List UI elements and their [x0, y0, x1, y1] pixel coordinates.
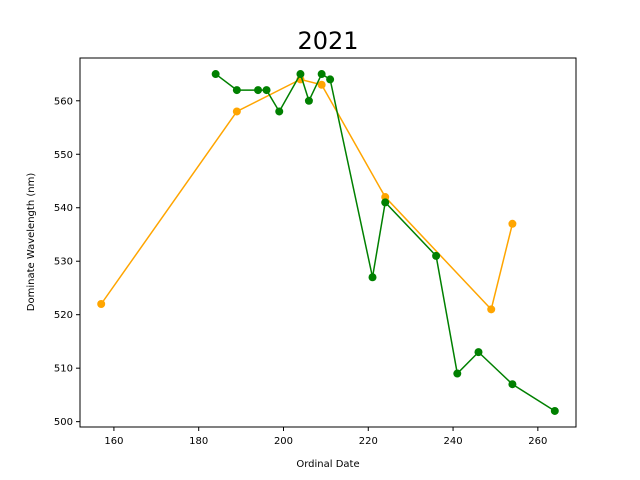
data-point: [474, 348, 483, 357]
data-point: [97, 300, 106, 308]
x-tick-label: 260: [528, 436, 547, 447]
data-point: [211, 70, 220, 79]
data-point: [275, 107, 284, 116]
data-point: [317, 80, 326, 89]
x-tick-label: 220: [359, 436, 378, 447]
data-point: [381, 198, 390, 207]
y-axis-label: Dominate Wavelength (nm): [26, 173, 37, 312]
x-tick-label: 240: [444, 436, 463, 447]
x-axis-ticks: 160 180 200 220 240 260: [104, 427, 547, 447]
data-point: [487, 305, 496, 314]
y-tick-label: 550: [54, 150, 73, 161]
data-point: [550, 406, 559, 415]
data-point: [368, 273, 377, 282]
x-tick-label: 200: [274, 436, 293, 447]
y-tick-label: 540: [54, 203, 73, 214]
series-1: [211, 70, 559, 415]
y-tick-label: 510: [54, 364, 73, 375]
series-line: [100, 78, 514, 311]
data-point: [262, 86, 271, 95]
x-axis-label: Ordinal Date: [296, 459, 359, 470]
data-point: [254, 86, 263, 95]
data-point: [304, 96, 313, 105]
data-point: [453, 369, 462, 378]
y-tick-label: 560: [54, 96, 73, 107]
y-tick-label: 520: [54, 310, 73, 321]
x-tick-label: 180: [189, 436, 208, 447]
y-tick-label: 500: [54, 417, 73, 428]
data-point: [296, 70, 305, 79]
data-point: [317, 70, 326, 79]
x-tick-label: 160: [104, 436, 123, 447]
y-axis-ticks: 500 510 520 530 540 550 560: [54, 96, 80, 428]
data-point: [326, 75, 335, 84]
series-line: [215, 72, 556, 412]
data-point: [232, 107, 241, 116]
series-layer: [97, 70, 559, 415]
data-point: [508, 380, 517, 389]
chart-title: 2021: [297, 27, 358, 55]
data-point: [432, 251, 441, 260]
y-tick-label: 530: [54, 257, 73, 268]
plot-frame: [79, 57, 577, 428]
series-0: [97, 75, 517, 314]
data-point: [232, 86, 241, 95]
data-point: [508, 219, 517, 228]
